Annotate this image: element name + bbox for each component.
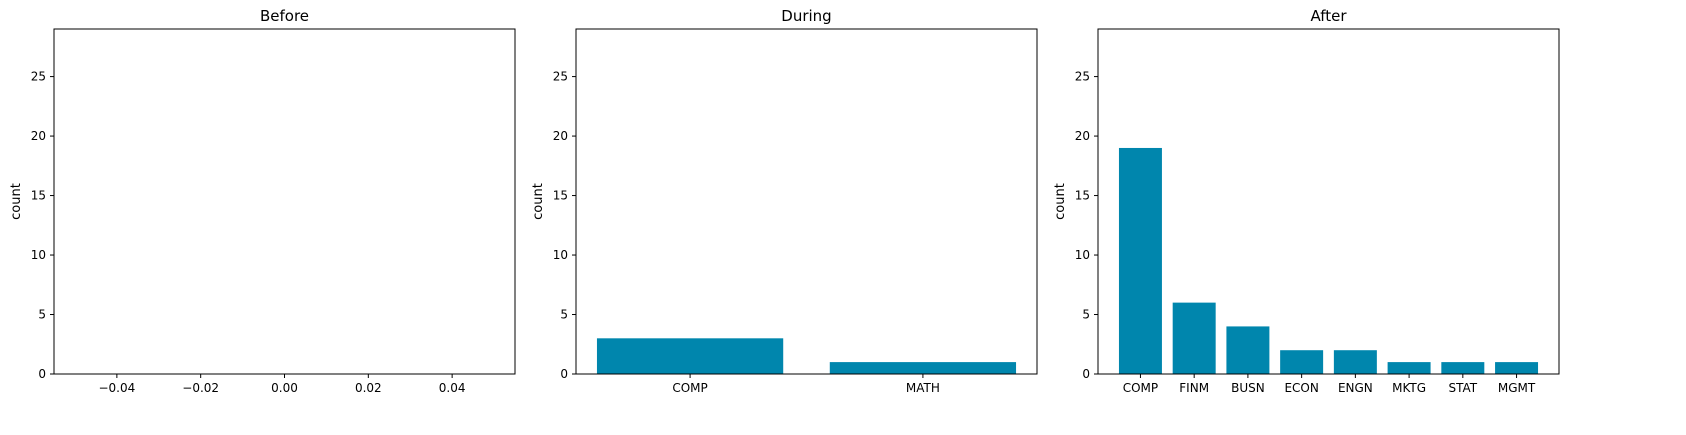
- y-tick-label: 25: [31, 70, 46, 84]
- y-tick-label: 0: [1082, 367, 1090, 381]
- y-tick-label: 25: [1075, 70, 1090, 84]
- plot-frame: [575, 28, 1038, 375]
- panel-before: Before count 0 5 10 15 20 25 −0.04 −0.02 0.00 0.02 0…: [9, 7, 516, 395]
- x-tick-label: −0.02: [182, 381, 219, 395]
- x-tick-label: −0.04: [98, 381, 135, 395]
- y-axis-label: count: [531, 183, 546, 220]
- x-tick-label: MGMT: [1498, 381, 1536, 395]
- x-tick-label: ENGN: [1338, 381, 1373, 395]
- bar-econ: [1280, 350, 1324, 374]
- x-tick-label: COMP: [672, 381, 707, 395]
- y-tick-label: 25: [553, 70, 568, 84]
- y-tick-label: 5: [560, 308, 568, 322]
- y-tick-label: 20: [1075, 129, 1090, 143]
- bar-stat: [1441, 362, 1485, 374]
- x-tick-label: MKTG: [1392, 381, 1426, 395]
- bar-engn: [1333, 350, 1377, 374]
- y-tick-label: 15: [31, 189, 46, 203]
- y-tick-label: 5: [1082, 308, 1090, 322]
- plot-frame: [1097, 28, 1560, 375]
- x-tick-label: 0.04: [439, 381, 466, 395]
- y-tick-label: 10: [31, 248, 46, 262]
- y-axis-label: count: [1053, 183, 1068, 220]
- bar-math: [829, 362, 1017, 374]
- chart-title: Before: [260, 7, 309, 25]
- y-tick-label: 0: [560, 367, 568, 381]
- bar-busn: [1226, 326, 1270, 374]
- bar-comp: [1118, 147, 1162, 374]
- x-tick-label: ECON: [1284, 381, 1318, 395]
- x-tick-label: FINM: [1179, 381, 1209, 395]
- y-axis-label: count: [9, 183, 24, 220]
- y-tick-label: 0: [38, 367, 46, 381]
- x-tick-label: 0.02: [355, 381, 382, 395]
- y-tick-label: 15: [553, 189, 568, 203]
- y-tick-label: 20: [31, 129, 46, 143]
- x-tick-label: COMP: [1123, 381, 1158, 395]
- plot-frame: [53, 28, 516, 375]
- x-tick-label: MATH: [906, 381, 940, 395]
- y-tick-label: 10: [553, 248, 568, 262]
- y-tick-label: 10: [1075, 248, 1090, 262]
- y-tick-label: 15: [1075, 189, 1090, 203]
- chart-title: After: [1310, 7, 1347, 25]
- bar-mktg: [1387, 362, 1431, 374]
- y-tick-label: 20: [553, 129, 568, 143]
- x-tick-label: BUSN: [1231, 381, 1265, 395]
- x-tick-label: 0.00: [271, 381, 298, 395]
- panel-during: During count 0 5 10 15 20 25 COMP MATH: [531, 7, 1038, 395]
- bar-comp: [596, 338, 784, 374]
- bar-mgmt: [1495, 362, 1539, 374]
- bar-finm: [1172, 302, 1216, 374]
- y-tick-label: 5: [38, 308, 46, 322]
- x-tick-label: STAT: [1449, 381, 1478, 395]
- panel-after: After count 0 5 10 15 20 25 COMP FINM BUSN ECON ENGN…: [1053, 7, 1560, 395]
- chart-title: During: [781, 7, 831, 25]
